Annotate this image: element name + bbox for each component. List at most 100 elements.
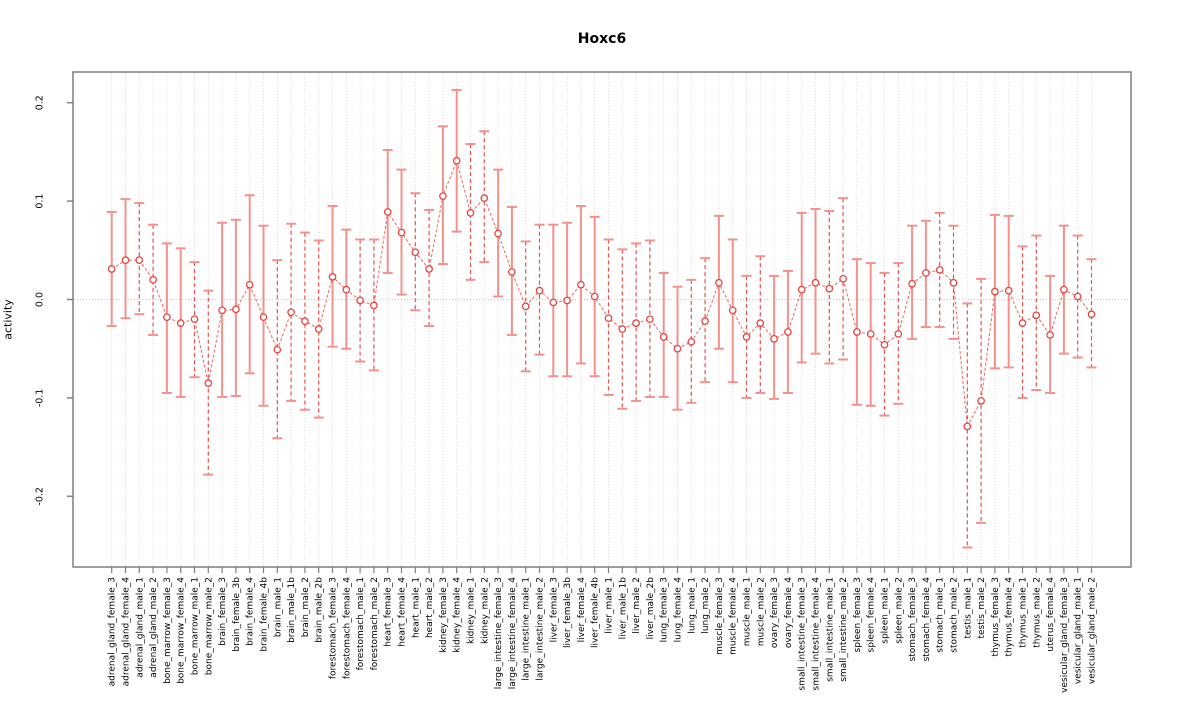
data-point [1046, 331, 1054, 339]
data-point [190, 315, 199, 324]
x-tick-label: liver_female_3b [563, 577, 573, 648]
x-tick-label: vesicular_gland_male_1 [1074, 577, 1084, 684]
data-point [259, 313, 268, 322]
data-point [314, 325, 323, 333]
x-tick-label: vesicular_gland_male_2 [1088, 577, 1098, 684]
data-point [218, 306, 226, 315]
data-point [1032, 311, 1041, 320]
x-tick-label: heart_female_4 [398, 577, 408, 647]
data-point [107, 265, 116, 273]
data-point [590, 292, 599, 301]
x-tick-label: ovary_female_4 [784, 577, 794, 648]
x-tick-label: brain_female_4b [260, 577, 270, 652]
data-point [480, 194, 489, 202]
x-tick-label: kidney_male_2 [480, 577, 490, 644]
data-point [811, 278, 820, 287]
x-tick-label: testis_male_2 [977, 577, 987, 639]
data-point [894, 330, 903, 338]
x-tick-label: adrenal_gland_female_3 [108, 577, 118, 686]
data-point [1073, 292, 1082, 301]
data-point [991, 287, 999, 296]
x-tick-label: spleen_male_1 [881, 577, 891, 644]
x-tick-label: bone_marrow_female_4 [177, 577, 187, 684]
x-tick-label: stomach_female_4 [922, 577, 932, 662]
x-tick-label: stomach_male_1 [936, 577, 946, 653]
x-tick-label: brain_male_1 [273, 577, 283, 637]
x-tick-label: forestomach_female_3 [329, 577, 339, 679]
y-tick-label: 0.1 [35, 194, 46, 209]
connector-line [111, 159, 1092, 429]
data-point [521, 302, 530, 311]
data-point [756, 319, 765, 327]
x-tick-label: thymus_male_2 [1032, 577, 1042, 648]
data-point [825, 284, 834, 293]
x-tick-label: adrenal_gland_female_4 [122, 577, 132, 687]
x-tick-label: large_intestine_female_4 [508, 577, 518, 690]
data-point [839, 274, 847, 283]
data-point [439, 192, 447, 201]
data-point [494, 229, 502, 238]
data-point [866, 330, 875, 338]
x-tick-label: brain_male_2b [315, 577, 325, 643]
data-point [370, 301, 378, 310]
data-point [797, 285, 806, 294]
x-tick-label: stomach_male_2 [950, 577, 960, 653]
x-tick-label: liver_male_1b [618, 577, 628, 640]
data-point [328, 273, 337, 281]
data-point [770, 335, 778, 343]
x-tick-label: forestomach_male_1 [356, 577, 366, 670]
x-tick-label: kidney_female_4 [453, 577, 463, 653]
y-tick-label: 0.2 [35, 95, 46, 110]
data-point [687, 337, 696, 346]
data-point [646, 315, 654, 324]
data-point [784, 328, 792, 336]
x-tick-label: vesicular_gland_female_3 [1060, 577, 1070, 693]
x-tick-label: brain_female_4 [246, 577, 256, 646]
data-point [204, 379, 213, 387]
data-point [287, 308, 295, 317]
data-point [121, 256, 130, 264]
data-point [1004, 286, 1013, 295]
x-tick-label: liver_male_2 [632, 577, 642, 634]
x-tick-label: liver_female_3 [549, 577, 559, 642]
x-tick-label: small_intestine_male_2 [839, 577, 849, 682]
x-tick-label: liver_female_4b [591, 577, 601, 648]
data-point [549, 298, 558, 307]
x-tick-label: brain_female_3 [218, 577, 228, 646]
x-tick-label: lung_male_1 [687, 577, 697, 634]
data-point [604, 314, 613, 323]
x-tick-label: brain_male_1b [287, 577, 297, 643]
x-tick-label: ovary_female_3 [770, 577, 780, 648]
x-tick-label: thymus_male_1 [1019, 577, 1029, 648]
data-point [935, 266, 944, 274]
data-point [535, 286, 544, 295]
x-tick-label: kidney_male_1 [467, 577, 477, 644]
data-point [977, 397, 985, 405]
data-point [715, 278, 723, 287]
data-point [342, 285, 351, 294]
data-point [1087, 310, 1096, 319]
data-point [618, 325, 627, 333]
x-tick-label: thymus_female_4 [1005, 577, 1015, 657]
data-point [880, 340, 889, 349]
x-tick-label: adrenal_gland_male_2 [149, 577, 159, 678]
data-point [301, 317, 309, 325]
x-tick-label: uterus_female_4 [1046, 577, 1056, 652]
data-point [1060, 285, 1068, 294]
x-tick-label: liver_female_4 [577, 577, 587, 643]
x-tick-label: adrenal_gland_male_1 [135, 577, 145, 678]
x-tick-label: stomach_female_3 [908, 577, 918, 661]
x-tick-label: liver_male_1 [605, 577, 615, 634]
x-tick-label: heart_female_3 [384, 577, 394, 647]
data-point [949, 278, 958, 287]
data-point [508, 268, 516, 276]
chart-title: Hoxc6 [577, 31, 627, 47]
x-tick-label: liver_male_2b [646, 577, 656, 640]
x-tick-label: bone_marrow_male_2 [204, 577, 214, 675]
plot-frame [72, 71, 1132, 568]
x-tick-label: brain_female_3b [232, 577, 242, 652]
x-tick-label: heart_male_1 [411, 577, 421, 638]
data-point [1018, 319, 1027, 327]
x-tick-label: spleen_female_4 [867, 577, 877, 653]
data-point [411, 248, 420, 257]
